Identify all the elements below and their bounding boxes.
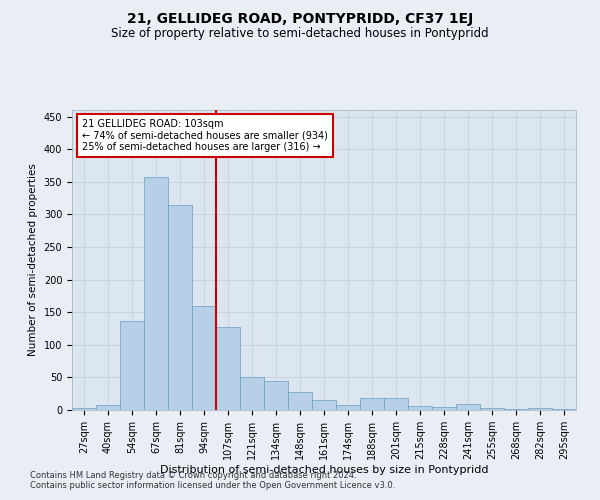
Bar [120,320,144,410]
Bar [336,405,360,410]
Bar [456,404,480,410]
Bar [528,408,552,410]
Bar [432,408,456,410]
Bar [408,406,432,410]
Bar [144,176,168,410]
Text: 21, GELLIDEG ROAD, PONTYPRIDD, CF37 1EJ: 21, GELLIDEG ROAD, PONTYPRIDD, CF37 1EJ [127,12,473,26]
Bar [312,400,336,410]
Bar [264,382,288,410]
X-axis label: Distribution of semi-detached houses by size in Pontypridd: Distribution of semi-detached houses by … [160,465,488,475]
Bar [192,306,216,410]
Bar [72,408,96,410]
Text: 21 GELLIDEG ROAD: 103sqm
← 74% of semi-detached houses are smaller (934)
25% of : 21 GELLIDEG ROAD: 103sqm ← 74% of semi-d… [82,119,328,152]
Bar [216,326,240,410]
Y-axis label: Number of semi-detached properties: Number of semi-detached properties [28,164,38,356]
Bar [480,408,504,410]
Text: Size of property relative to semi-detached houses in Pontypridd: Size of property relative to semi-detach… [111,28,489,40]
Bar [504,408,528,410]
Bar [96,405,120,410]
Bar [384,398,408,410]
Bar [360,398,384,410]
Text: Contains HM Land Registry data © Crown copyright and database right 2024.
Contai: Contains HM Land Registry data © Crown c… [30,470,395,490]
Bar [168,205,192,410]
Bar [240,378,264,410]
Bar [288,392,312,410]
